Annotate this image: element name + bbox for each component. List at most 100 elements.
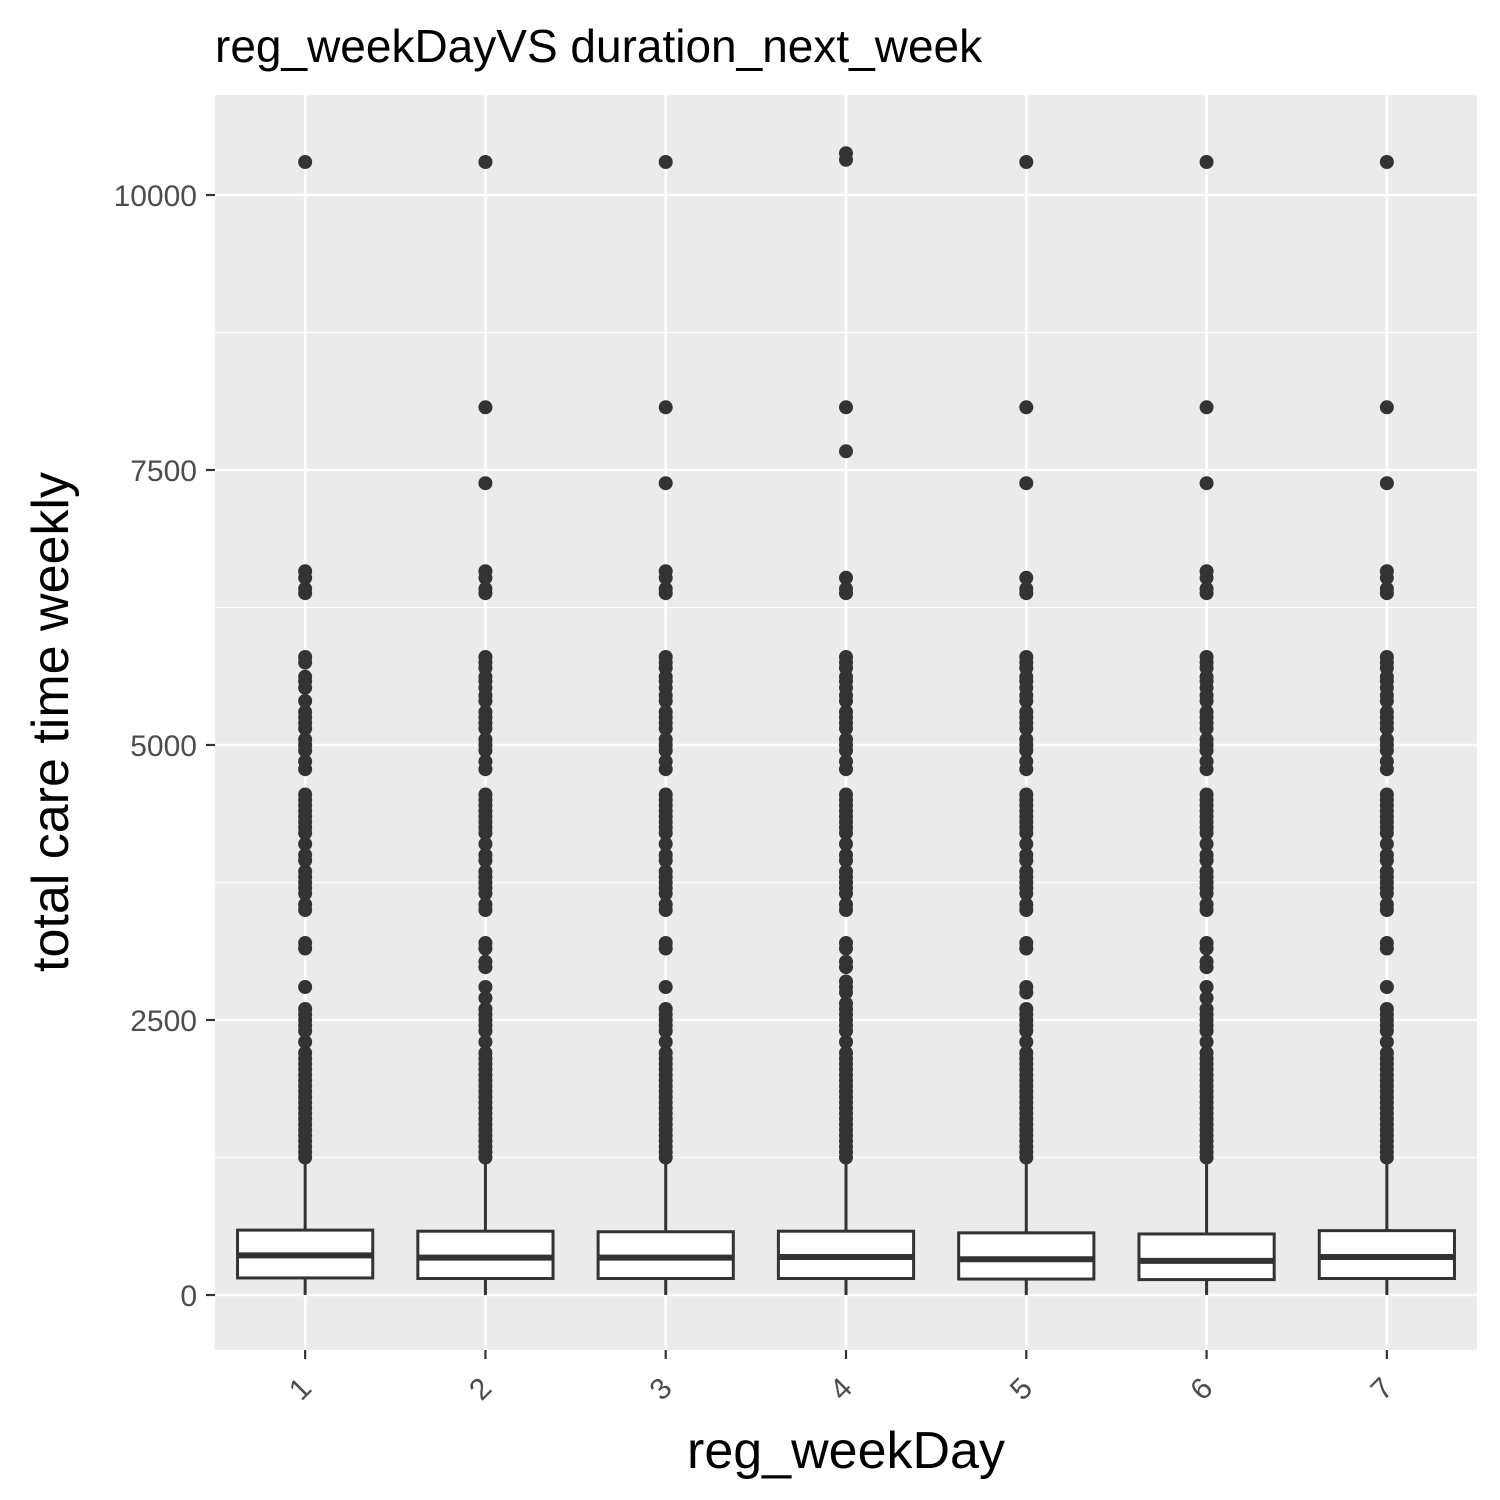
outlier-point xyxy=(298,903,313,917)
outlier-point xyxy=(478,941,493,956)
outlier-point xyxy=(298,853,313,868)
outlier-point xyxy=(658,762,673,777)
outlier-point xyxy=(478,980,493,994)
outlier-point xyxy=(478,743,493,758)
outlier-point xyxy=(1019,570,1034,585)
outlier-point xyxy=(1199,1035,1214,1049)
outlier-point xyxy=(1379,476,1394,491)
x-axis: 1 2 3 4 5 6 7 xyxy=(283,1350,1400,1407)
outlier-point xyxy=(298,155,313,169)
outlier-point xyxy=(1019,903,1034,917)
outlier-point xyxy=(1019,743,1034,758)
outlier-point xyxy=(298,837,313,851)
outlier-point xyxy=(478,903,493,917)
outlier-point xyxy=(658,721,673,736)
outlier-point xyxy=(839,400,853,415)
y-tick-label: 2500 xyxy=(130,1005,197,1038)
outlier-point xyxy=(839,886,853,901)
outlier-point xyxy=(1379,570,1394,585)
outlier-point xyxy=(1019,400,1034,415)
outlier-point xyxy=(298,826,313,840)
outlier-point xyxy=(1379,743,1394,758)
outlier-point xyxy=(478,837,493,851)
outlier-point xyxy=(839,586,853,601)
outlier-point xyxy=(658,837,673,851)
y-axis-title: total care time weekly xyxy=(22,472,80,972)
outlier-point xyxy=(1379,837,1394,851)
y-axis: 0 2500 5000 7500 10000 xyxy=(114,180,215,1313)
outlier-point xyxy=(1199,941,1214,956)
outlier-point xyxy=(839,152,853,167)
outlier-point xyxy=(1379,886,1394,901)
outlier-point xyxy=(478,476,493,491)
outlier-point xyxy=(1379,155,1394,169)
outlier-point xyxy=(1019,762,1034,777)
outlier-point xyxy=(1199,1024,1214,1038)
outlier-point xyxy=(478,570,493,585)
outlier-point xyxy=(1379,1035,1394,1049)
chart-title: reg_weekDayVS duration_next_week xyxy=(215,20,983,72)
outlier-point xyxy=(1199,694,1214,708)
box xyxy=(957,1231,1096,1281)
outlier-point xyxy=(658,400,673,415)
outlier-point xyxy=(658,694,673,708)
outlier-point xyxy=(298,1150,313,1165)
outlier-point xyxy=(658,743,673,758)
outlier-point xyxy=(1019,586,1034,601)
outlier-point xyxy=(1199,1150,1214,1165)
outlier-point xyxy=(298,1024,313,1038)
outlier-point xyxy=(839,985,853,1000)
outlier-point xyxy=(298,655,313,670)
outlier-point xyxy=(298,586,313,601)
outlier-point xyxy=(1199,762,1214,777)
outlier-point xyxy=(658,980,673,994)
outlier-point xyxy=(298,694,313,708)
outlier-point xyxy=(839,1035,853,1049)
y-tick-label: 5000 xyxy=(130,730,197,763)
outlier-point xyxy=(478,155,493,169)
x-axis-title: reg_weekDay xyxy=(687,1422,1005,1480)
outlier-point xyxy=(478,586,493,601)
outlier-point xyxy=(298,762,313,777)
outlier-point xyxy=(298,680,313,695)
outlier-point xyxy=(1199,837,1214,851)
x-tick-label: 2 xyxy=(463,1372,498,1407)
outlier-point xyxy=(1379,1150,1394,1165)
outlier-point xyxy=(1379,980,1394,994)
outlier-point xyxy=(839,694,853,708)
x-tick-label: 7 xyxy=(1365,1372,1400,1407)
outlier-point xyxy=(1379,1024,1394,1038)
outlier-point xyxy=(1199,476,1214,491)
outlier-point xyxy=(1379,721,1394,736)
outlier-point xyxy=(298,743,313,758)
outlier-point xyxy=(839,570,853,585)
outlier-point xyxy=(839,444,853,459)
outlier-point xyxy=(1019,837,1034,851)
outlier-point xyxy=(1199,721,1214,736)
outlier-point xyxy=(658,941,673,956)
outlier-point xyxy=(839,853,853,868)
outlier-point xyxy=(658,1150,673,1165)
outlier-point xyxy=(478,826,493,840)
x-tick-label: 1 xyxy=(283,1372,318,1407)
boxes xyxy=(236,1163,1456,1295)
outlier-point xyxy=(1199,826,1214,840)
outlier-point xyxy=(1019,1150,1034,1165)
outlier-point xyxy=(1019,886,1034,901)
outlier-point xyxy=(839,743,853,758)
outlier-point xyxy=(658,903,673,917)
outlier-point xyxy=(658,570,673,585)
outlier-point xyxy=(839,837,853,851)
outlier-point xyxy=(658,1024,673,1038)
outlier-point xyxy=(1379,694,1394,708)
outlier-point xyxy=(478,1150,493,1165)
outlier-point xyxy=(478,1024,493,1038)
outlier-point xyxy=(298,1035,313,1049)
outlier-point xyxy=(839,721,853,736)
outlier-point xyxy=(658,1035,673,1049)
x-tick-label: 3 xyxy=(643,1372,678,1407)
outlier-point xyxy=(658,586,673,601)
outlier-point xyxy=(1199,853,1214,868)
